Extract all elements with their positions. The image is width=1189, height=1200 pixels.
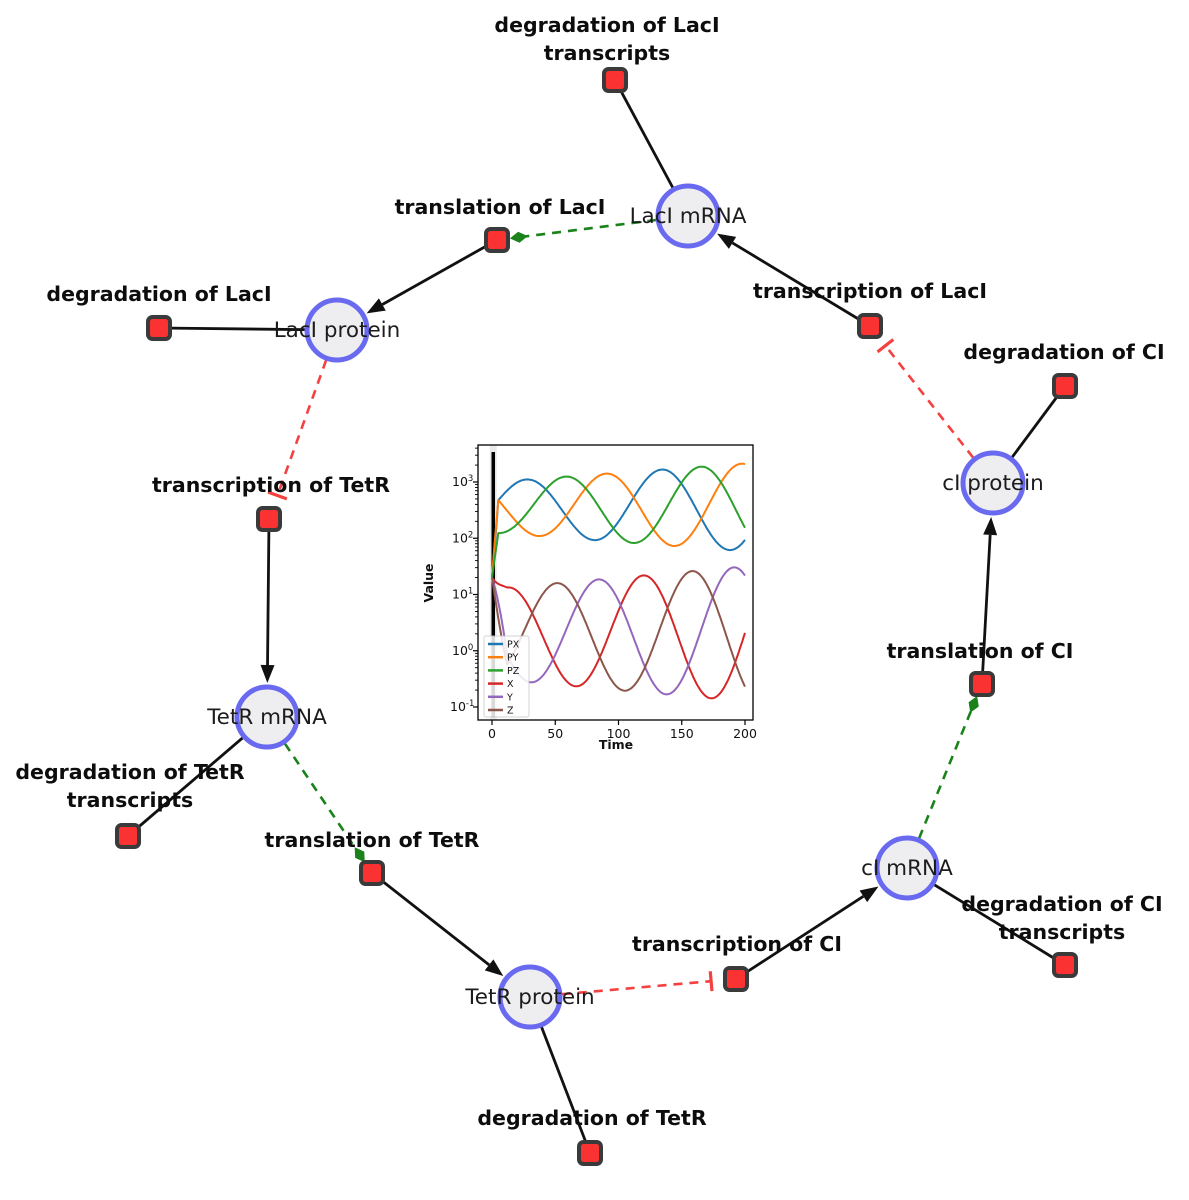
edge-product-transcription-tetr-to-tetr-mrna (260, 518, 275, 684)
edge-inhibition-tetr-protein-to-transcription-ci (529, 971, 714, 999)
species-node-laci-mrna[interactable] (655, 183, 721, 249)
axes-frame (477, 444, 754, 721)
reaction-node-deg-tetr[interactable] (577, 1140, 603, 1166)
nodes-layer (115, 67, 1078, 1166)
diamond-arrowhead-icon (509, 231, 528, 243)
species-node-tetr-protein[interactable] (497, 964, 563, 1030)
x-tick-label: 50 (547, 726, 563, 741)
reaction-label-transcription-tetr: transcription of TetR (152, 473, 390, 497)
species-label-ci-protein: cI protein (942, 471, 1043, 496)
series-line-PX (491, 468, 746, 578)
legend-label-Z: Z (507, 706, 514, 717)
arrowhead-icon (717, 233, 737, 249)
reaction-label-deg-laci-tx: degradation of LacI transcripts (494, 13, 719, 65)
y-tick-label: 103 (452, 474, 473, 489)
series-line-PZ (491, 465, 746, 578)
inhibition-bar-icon (708, 971, 714, 992)
series-line-X (491, 574, 746, 700)
reaction-label-deg-ci: degradation of CI (963, 340, 1164, 364)
reaction-label-deg-laci: degradation of LacI (46, 282, 271, 306)
reaction-label-translation-tetr: translation of TetR (265, 828, 480, 852)
reaction-label-translation-laci: translation of LacI (395, 195, 606, 219)
arrowhead-icon (859, 886, 879, 903)
legend-label-X: X (507, 679, 514, 690)
species-label-ci-mrna: cI mRNA (861, 856, 953, 881)
edge-product-translation-laci-to-laci-protein (366, 238, 498, 314)
series-line-Y (491, 566, 746, 696)
species-label-laci-mrna: LacI mRNA (630, 204, 747, 229)
edge-product-translation-ci-to-ci-protein (980, 516, 998, 685)
inhibition-bar-icon (876, 338, 895, 354)
reaction-node-deg-ci[interactable] (1052, 373, 1078, 399)
legend-label-Y: Y (506, 692, 513, 703)
edge-inhibition-ci-protein-to-transcription-laci (876, 338, 995, 484)
species-label-laci-protein: LacI protein (274, 318, 401, 343)
plot-legend: PX PY PZ XYZ (483, 635, 530, 718)
edge-product-translation-tetr-to-tetr-protein (371, 871, 504, 977)
edge-modifier-ci-mrna-to-translation-ci (905, 696, 979, 869)
reaction-label-transcription-ci: transcription of CI (632, 932, 842, 956)
reaction-node-deg-tetr-tx[interactable] (115, 823, 141, 849)
legend-label-PX: PX (507, 640, 520, 651)
reaction-node-translation-laci[interactable] (484, 227, 510, 253)
y-axis-label: Value (421, 563, 436, 602)
x-tick-label: 200 (733, 726, 757, 741)
x-tick-label: 100 (607, 726, 631, 741)
species-label-tetr-protein: TetR protein (464, 985, 594, 1010)
diamond-arrowhead-icon (968, 696, 979, 713)
reaction-label-deg-tetr: degradation of TetR (477, 1106, 706, 1130)
edge-product-transcription-laci-to-laci-mrna (717, 233, 871, 328)
y-tick-label: 100 (452, 643, 473, 658)
edge-inhibition-laci-protein-to-transcription-tetr (267, 329, 339, 501)
reaction-node-deg-ci-tx[interactable] (1052, 952, 1078, 978)
y-tick-label: 10-1 (450, 699, 474, 714)
reaction-label-translation-ci: translation of CI (887, 639, 1074, 663)
reaction-node-deg-laci[interactable] (146, 315, 172, 341)
reaction-label-transcription-laci: transcription of LacI (753, 279, 987, 303)
x-tick-label: 150 (670, 726, 694, 741)
series-line-PY (491, 462, 746, 578)
diamond-arrowhead-icon (354, 847, 365, 863)
species-node-tetr-mrna[interactable] (234, 684, 300, 750)
labels-layer: degradation of LacI transcripts translatio… (15, 13, 1164, 1130)
x-axis-label: Time (599, 737, 633, 752)
reaction-node-translation-tetr[interactable] (359, 860, 385, 886)
legend-label-PY: PY (507, 653, 519, 664)
reaction-node-translation-ci[interactable] (969, 671, 995, 697)
reaction-node-transcription-ci[interactable] (723, 966, 749, 992)
reaction-node-transcription-tetr[interactable] (256, 506, 282, 532)
edges-layer (127, 79, 1067, 1154)
inhibition-bar-icon (267, 490, 288, 501)
reaction-label-deg-tetr-tx: degradation of TetR transcripts (15, 760, 244, 812)
arrowhead-icon (983, 516, 998, 536)
series-line-Z (491, 570, 746, 692)
edge-modifier-tetr-mrna-to-translation-tetr (265, 716, 365, 863)
y-tick-label: 102 (452, 530, 473, 545)
reaction-label-deg-ci-tx: degradation of CI transcripts (961, 892, 1162, 944)
arrowhead-icon (260, 664, 275, 684)
species-node-laci-protein[interactable] (304, 297, 370, 363)
y-tick-label: 101 (452, 587, 473, 602)
reaction-node-transcription-laci[interactable] (857, 313, 883, 339)
reaction-node-deg-laci-tx[interactable] (602, 67, 628, 93)
species-node-ci-protein[interactable] (960, 450, 1026, 516)
time-series-plot: 0 50 100 150 20010-1100101102103TimeValuePXP… (421, 444, 757, 752)
species-node-ci-mrna[interactable] (874, 835, 940, 901)
x-tick-label: 0 (488, 726, 496, 741)
arrowhead-icon (366, 298, 386, 314)
arrowhead-icon (484, 959, 504, 977)
edge-modifier-laci-mrna-to-translation-laci (509, 214, 689, 243)
species-label-tetr-mrna: TetR mRNA (206, 705, 327, 730)
legend-label-PZ: PZ (507, 666, 520, 677)
edge-product-transcription-ci-to-ci-mrna (735, 886, 879, 981)
